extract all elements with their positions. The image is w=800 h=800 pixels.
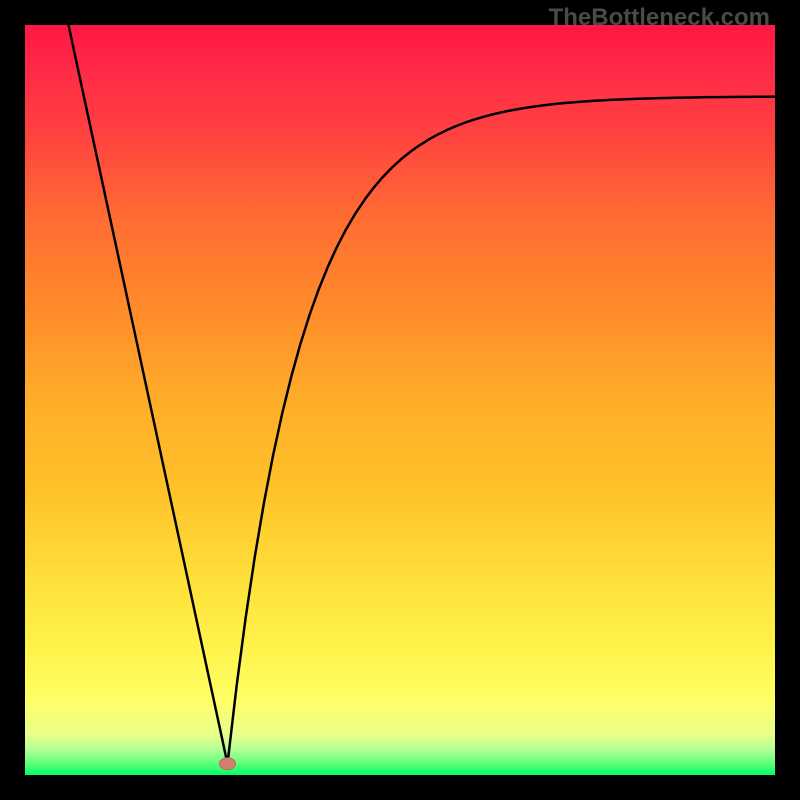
curve-layer bbox=[25, 25, 775, 775]
minimum-marker bbox=[220, 758, 236, 770]
bottleneck-curve bbox=[69, 25, 776, 764]
plot-area bbox=[25, 25, 775, 775]
chart-container: TheBottleneck.com bbox=[0, 0, 800, 800]
watermark-text: TheBottleneck.com bbox=[549, 4, 770, 32]
